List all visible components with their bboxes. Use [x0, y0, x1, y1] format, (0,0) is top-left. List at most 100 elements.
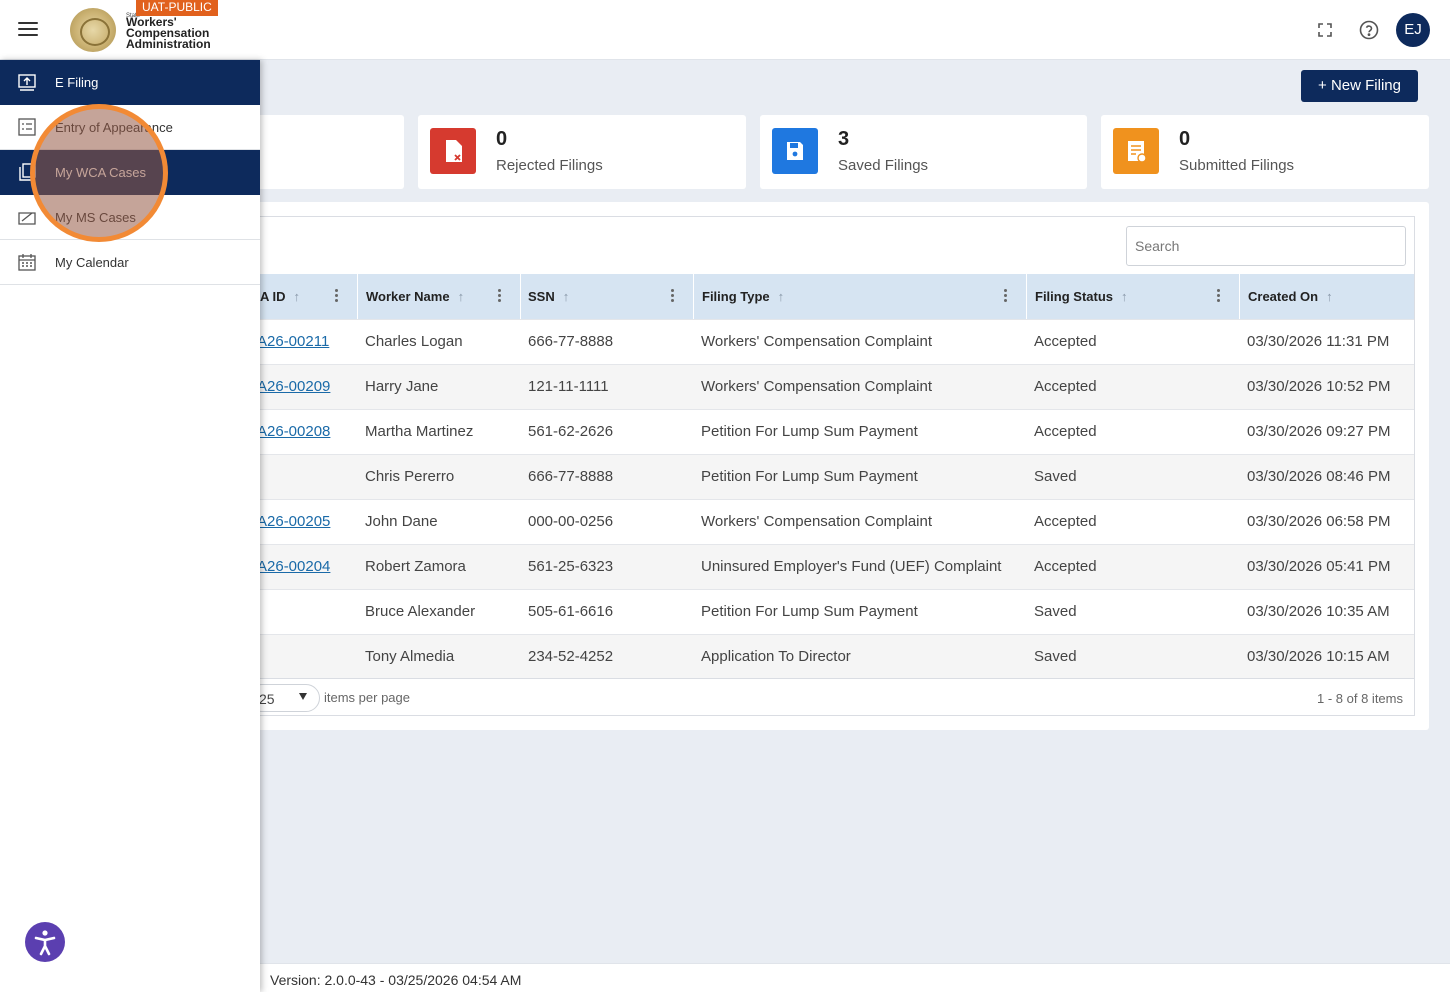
cell-type: Uninsured Employer's Fund (UEF) Complain…: [701, 558, 1002, 575]
table-row[interactable]: A26-00208 Martha Martinez 561-62-2626 Petit…: [260, 409, 1414, 455]
nav-item-my-calendar[interactable]: My Calendar: [0, 240, 260, 285]
cell-worker: Charles Logan: [365, 333, 463, 350]
cell-type: Petition For Lump Sum Payment: [701, 603, 918, 620]
filings-grid: Search A ID ↑ Worker Name ↑ SSN ↑ Filing Ty…: [260, 216, 1415, 716]
cell-created: 03/30/2026 06:58 PM: [1247, 513, 1391, 530]
table-row[interactable]: A26-00204 Robert Zamora 561-25-6323 Uninsur…: [260, 544, 1414, 590]
cell-created: 03/30/2026 10:52 PM: [1247, 378, 1391, 395]
cell-status: Accepted: [1034, 333, 1097, 350]
card-submitted-filings[interactable]: 0 Submitted Filings: [1101, 115, 1429, 189]
cell-type: Workers' Compensation Complaint: [701, 378, 933, 395]
cell-ssn: 561-25-6323: [528, 558, 614, 575]
cell-ssn: 505-61-6616: [528, 603, 614, 620]
cell-status: Saved: [1034, 603, 1077, 620]
cell-status: Accepted: [1034, 513, 1097, 530]
form-icon: [18, 118, 36, 136]
table-row[interactable]: Bruce Alexander 505-61-6616 Petition For L…: [260, 589, 1414, 634]
column-menu-icon[interactable]: [1004, 289, 1008, 303]
cell-worker: Tony Almedia: [365, 648, 455, 665]
cell-created: 03/30/2026 05:41 PM: [1247, 558, 1391, 575]
cell-worker: Martha Martinez: [365, 423, 474, 440]
rejected-file-icon: [430, 128, 476, 174]
col-header-id[interactable]: A ID ↑: [260, 289, 301, 304]
pager-summary: 1 - 8 of 8 items: [1317, 691, 1403, 706]
submitted-doc-icon: [1113, 128, 1159, 174]
cell-ssn: 666-77-8888: [528, 333, 614, 350]
table-row[interactable]: Tony Almedia 234-52-4252 Application To Di…: [260, 634, 1414, 679]
cell-created: 03/30/2026 09:27 PM: [1247, 423, 1391, 440]
card-rejected-filings[interactable]: 0 Rejected Filings: [418, 115, 746, 189]
col-header-worker-name[interactable]: Worker Name ↑: [366, 289, 465, 304]
nav-drawer: E Filing Entry of Appearance My WCA Case…: [0, 60, 260, 992]
app-header: State Workers' Compensation Administrati…: [0, 0, 1450, 60]
env-badge: UAT-PUBLIC: [136, 0, 218, 16]
cell-created: 03/30/2026 10:35 AM: [1247, 603, 1390, 620]
table-row[interactable]: A26-00211 Charles Logan 666-77-8888 Workers…: [260, 319, 1414, 365]
cell-type: Workers' Compensation Complaint: [701, 333, 933, 350]
cell-ssn: 234-52-4252: [528, 648, 614, 665]
case-id-link[interactable]: A26-00211: [260, 333, 330, 350]
menu-icon[interactable]: [16, 18, 40, 42]
cell-type: Petition For Lump Sum Payment: [701, 423, 918, 440]
col-header-filing-type[interactable]: Filing Type ↑: [702, 289, 785, 304]
cell-status: Accepted: [1034, 558, 1097, 575]
calendar-icon: [18, 254, 36, 271]
cell-id[interactable]: A26-00209: [260, 365, 330, 410]
help-icon[interactable]: [1358, 19, 1380, 41]
cell-id[interactable]: A26-00208: [260, 410, 330, 455]
card-partial[interactable]: s: [250, 115, 404, 189]
case-id-link[interactable]: A26-00205: [260, 513, 331, 530]
cell-ssn: 561-62-2626: [528, 423, 614, 440]
cell-status: Accepted: [1034, 423, 1097, 440]
cell-ssn: 000-00-0256: [528, 513, 614, 530]
cell-status: Saved: [1034, 468, 1077, 485]
nav-item-e-filing[interactable]: E Filing: [0, 60, 260, 105]
col-header-created-on[interactable]: Created On ↑: [1248, 289, 1333, 304]
cell-status: Accepted: [1034, 378, 1097, 395]
page-size-select[interactable]: 25: [260, 684, 320, 712]
col-header-ssn[interactable]: SSN ↑: [528, 289, 570, 304]
case-id-link[interactable]: A26-00208: [260, 423, 331, 440]
cell-type: Petition For Lump Sum Payment: [701, 468, 918, 485]
cell-worker: John Dane: [365, 513, 438, 530]
table-header: A ID ↑ Worker Name ↑ SSN ↑ Filing Type ↑ Fil…: [260, 274, 1414, 319]
table-row[interactable]: Chris Pererro 666-77-8888 Petition For Lum…: [260, 454, 1414, 499]
nav-item-my-ms-cases[interactable]: My MS Cases: [0, 195, 260, 240]
cell-worker: Bruce Alexander: [365, 603, 476, 620]
upload-icon: [18, 74, 36, 91]
cell-worker: Chris Pererro: [365, 468, 455, 485]
cell-status: Saved: [1034, 648, 1077, 665]
cell-id[interactable]: A26-00205: [260, 500, 330, 545]
search-input[interactable]: Search: [1126, 226, 1406, 266]
cell-created: 03/30/2026 11:31 PM: [1247, 333, 1390, 350]
user-avatar[interactable]: EJ: [1396, 13, 1430, 47]
column-menu-icon[interactable]: [335, 289, 339, 303]
case-id-link[interactable]: A26-00204: [260, 558, 331, 575]
column-menu-icon[interactable]: [1217, 289, 1221, 303]
nav-item-entry-of-appearance[interactable]: Entry of Appearance: [0, 105, 260, 150]
cell-created: 03/30/2026 10:15 AM: [1247, 648, 1390, 665]
copy-icon: [19, 163, 36, 181]
cell-id[interactable]: A26-00204: [260, 545, 330, 590]
table-row[interactable]: A26-00205 John Dane 000-00-0256 Workers' Co…: [260, 499, 1414, 545]
cell-worker: Harry Jane: [365, 378, 439, 395]
accessibility-icon[interactable]: [25, 922, 65, 962]
cell-worker: Robert Zamora: [365, 558, 466, 575]
column-menu-icon[interactable]: [498, 289, 502, 303]
column-menu-icon[interactable]: [671, 289, 675, 303]
card-saved-filings[interactable]: 3 Saved Filings: [760, 115, 1087, 189]
save-icon: [772, 128, 818, 174]
cell-type: Application To Director: [701, 648, 851, 665]
version-text: Version: 2.0.0-43 - 03/25/2026 04:54 AM: [270, 972, 522, 988]
cell-ssn: 121-11-1111: [528, 378, 609, 395]
pagination-bar: 25 items per page 1 - 8 of 8 items: [260, 678, 1414, 715]
cell-id[interactable]: A26-00211: [260, 320, 329, 365]
table-row[interactable]: A26-00209 Harry Jane 121-11-1111 Workers' C…: [260, 364, 1414, 410]
col-header-filing-status[interactable]: Filing Status ↑: [1035, 289, 1128, 304]
brand-name: State Workers' Compensation Administrati…: [126, 13, 211, 51]
nav-item-my-wca-cases[interactable]: My WCA Cases: [0, 150, 260, 195]
case-id-link[interactable]: A26-00209: [260, 378, 331, 395]
cell-ssn: 666-77-8888: [528, 468, 614, 485]
fullscreen-icon[interactable]: [1314, 19, 1336, 41]
new-filing-button[interactable]: + New Filing: [1301, 70, 1418, 102]
